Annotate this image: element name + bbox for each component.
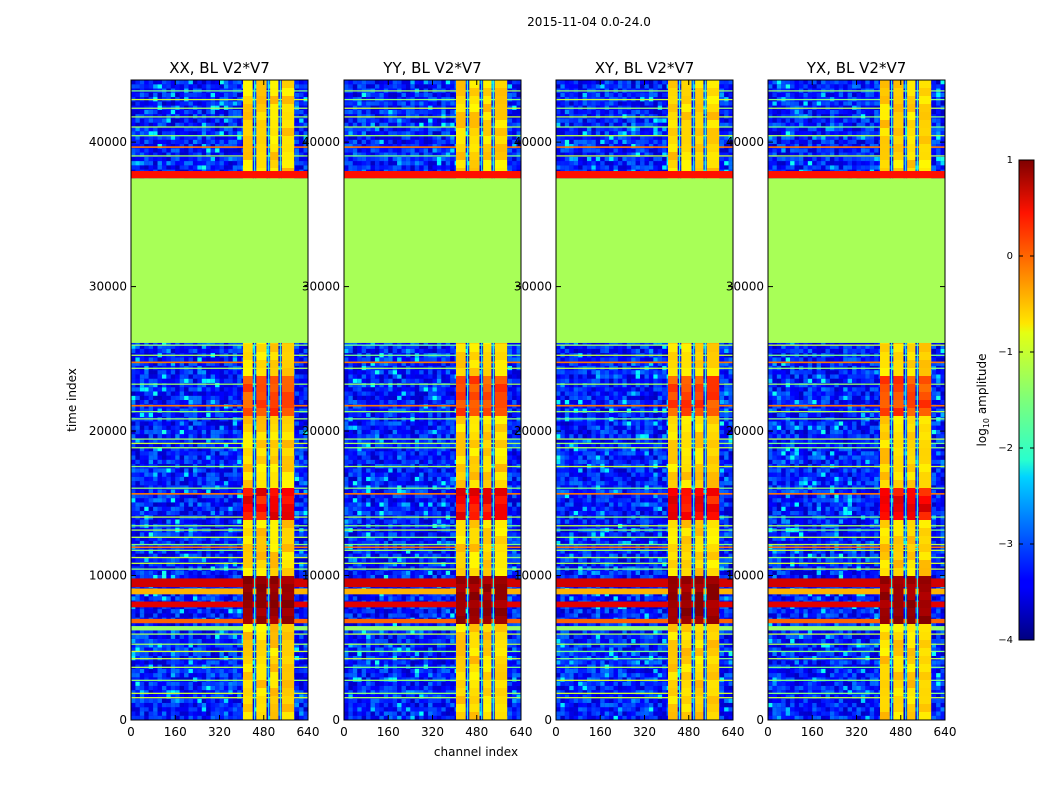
y-tick-label: 10000 [302,569,340,583]
y-tick-label: 30000 [302,280,340,294]
panel-2: YY, BL V2*V7 0 160 320 480 640 0 10000 20000 3000… [302,59,533,739]
y-tick-label: 40000 [89,135,127,149]
x-tick-label: 160 [377,725,400,739]
panel-2-title: YY, BL V2*V7 [382,59,481,77]
panels: XX, BL V2*V7 0 160 320 480 640 0 10000 20000 3000… [89,59,957,739]
colorbar-tick-label: −2 [998,443,1013,454]
x-tick-label: 320 [633,725,656,739]
panel-1-title: XX, BL V2*V7 [169,59,270,77]
y-tick-label: 30000 [726,280,764,294]
y-axis-label: time index [65,368,79,432]
panel-4-heatmap [768,80,945,720]
y-tick-label: 0 [119,713,127,727]
colorbar-label-suffix: amplitude [975,354,989,418]
y-tick-label: 0 [756,713,764,727]
x-tick-label: 320 [845,725,868,739]
colorbar-tick-label: −1 [998,347,1013,358]
panel-4: YX, BL V2*V7 0 160 320 480 640 0 10000 20000 3000… [726,59,957,739]
x-tick-label: 480 [465,725,488,739]
y-tick-label: 10000 [726,569,764,583]
y-tick-label: 0 [332,713,340,727]
colorbar-label-prefix: log [975,428,989,446]
y-tick-label: 20000 [302,424,340,438]
panel-3-heatmap [556,80,733,720]
colorbar-tick-label: −4 [998,635,1013,646]
x-tick-label: 0 [340,725,348,739]
panel-3-title: XY, BL V2*V7 [595,59,695,77]
y-tick-label: 20000 [89,424,127,438]
colorbar-label-subscript: 10 [982,418,991,428]
x-tick-label: 0 [764,725,772,739]
colorbar-tick-label: 1 [1007,155,1013,166]
y-tick-label: 30000 [514,280,552,294]
x-tick-label: 480 [677,725,700,739]
panel-4-title: YX, BL V2*V7 [806,59,907,77]
colorbar-gradient [1018,159,1035,641]
x-tick-label: 320 [208,725,231,739]
y-tick-label: 30000 [89,280,127,294]
x-axis-label: channel index [434,745,518,759]
panel-3: XY, BL V2*V7 0 160 320 480 640 0 10000 20000 3000… [514,59,745,739]
y-tick-label: 10000 [514,569,552,583]
y-tick-label: 40000 [514,135,552,149]
x-tick-label: 640 [722,725,745,739]
x-tick-label: 480 [252,725,275,739]
y-tick-label: 20000 [514,424,552,438]
x-tick-label: 0 [552,725,560,739]
panel-1-heatmap [131,80,308,720]
x-tick-label: 160 [589,725,612,739]
x-tick-label: 640 [297,725,320,739]
figure-title: 2015-11-04 0.0-24.0 [527,15,651,29]
x-tick-label: 480 [889,725,912,739]
colorbar-tick-label: −3 [998,539,1013,550]
x-tick-label: 640 [934,725,957,739]
colorbar: 10−1−2−3−4 log10 amplitude [975,155,1035,646]
y-tick-label: 0 [544,713,552,727]
x-tick-label: 160 [801,725,824,739]
x-tick-label: 160 [164,725,187,739]
y-tick-label: 20000 [726,424,764,438]
panel-2-heatmap [344,80,521,720]
x-tick-label: 640 [510,725,533,739]
x-tick-label: 320 [421,725,444,739]
y-tick-label: 10000 [89,569,127,583]
x-tick-label: 0 [127,725,135,739]
colorbar-tick-label: 0 [1007,251,1013,262]
panel-1: XX, BL V2*V7 0 160 320 480 640 0 10000 20000 3000… [89,59,320,739]
colorbar-ticks: 1 0 −1 −2 −3 −4 [998,155,1034,646]
y-tick-label: 40000 [302,135,340,149]
colorbar-label: log10 amplitude [975,354,991,447]
y-tick-label: 40000 [726,135,764,149]
